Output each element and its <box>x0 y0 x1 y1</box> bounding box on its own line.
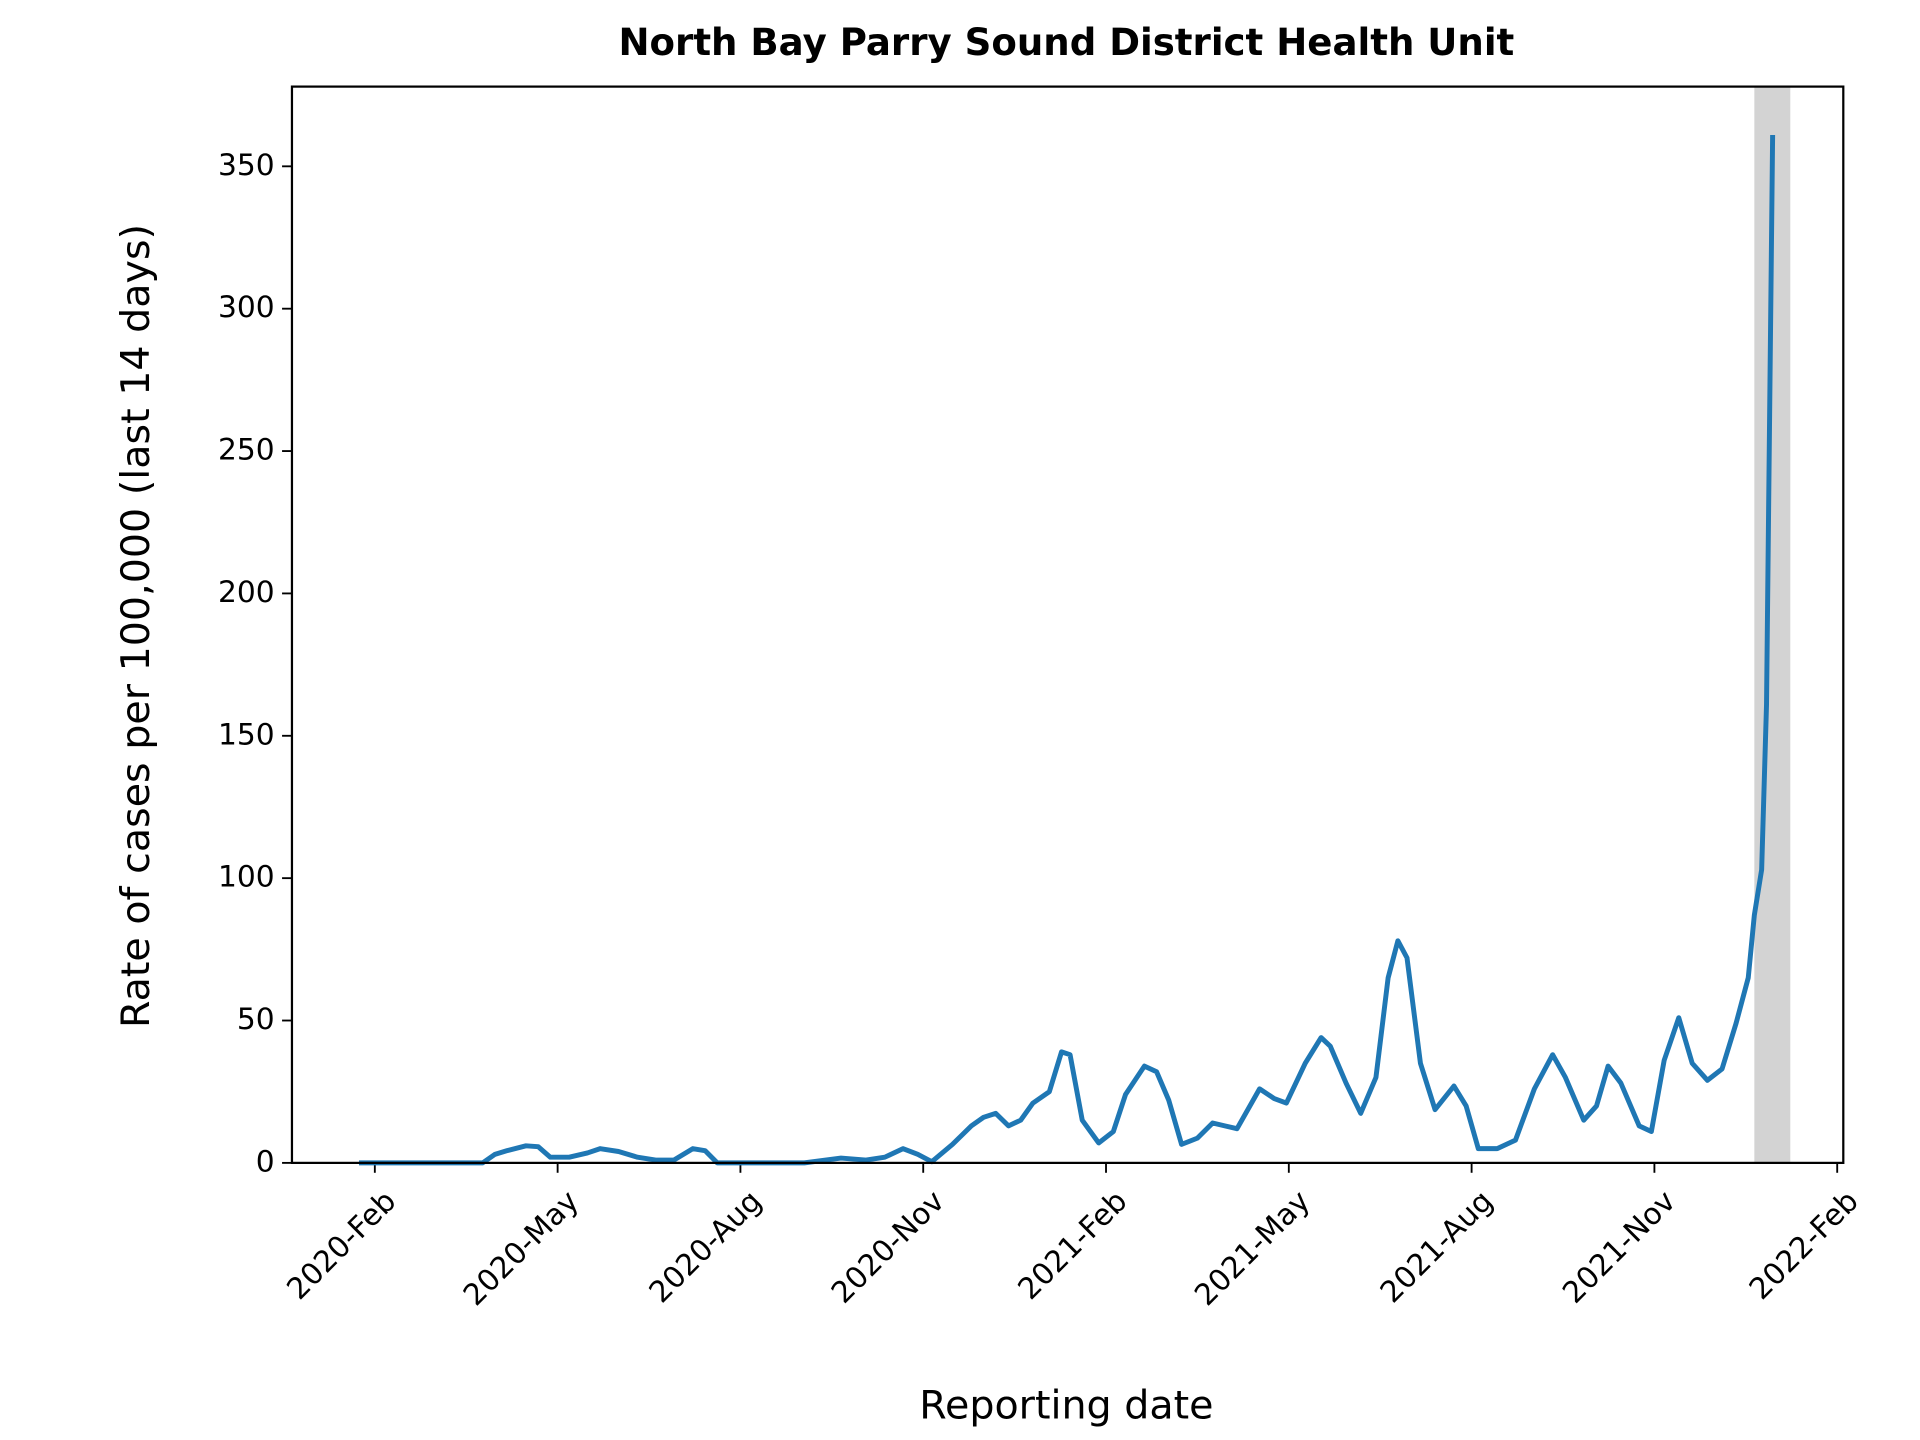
y-tick-label: 50 <box>237 1002 275 1037</box>
x-tick-label: 2020-Aug <box>642 1184 768 1310</box>
x-tick-label: 2020-Feb <box>280 1184 403 1307</box>
x-axis-label: Reporting date <box>919 1382 1213 1428</box>
y-tick-label: 350 <box>218 148 275 183</box>
x-tick-label: 2021-Aug <box>1374 1184 1500 1310</box>
chart-title: North Bay Parry Sound District Health Un… <box>618 21 1514 64</box>
y-tick-label: 250 <box>218 433 275 468</box>
line-series <box>358 134 1776 1166</box>
x-tick-label: 2020-May <box>457 1184 586 1313</box>
y-axis-label: Rate of cases per 100,000 (last 14 days) <box>113 224 159 1028</box>
y-tick-label: 300 <box>218 290 275 325</box>
x-tick-label: 2021-Nov <box>1556 1184 1683 1311</box>
x-tick-label: 2021-Feb <box>1011 1184 1134 1307</box>
y-tick-label: 0 <box>256 1144 275 1179</box>
y-tick-label: 200 <box>218 575 275 610</box>
plot-frame <box>290 85 1845 1164</box>
y-tick-label: 150 <box>218 717 275 752</box>
x-tick-label: 2021-May <box>1188 1184 1317 1313</box>
x-tick-label: 2022-Feb <box>1743 1184 1866 1307</box>
x-tick-label: 2020-Nov <box>825 1184 952 1311</box>
y-tick-label: 100 <box>218 860 275 895</box>
